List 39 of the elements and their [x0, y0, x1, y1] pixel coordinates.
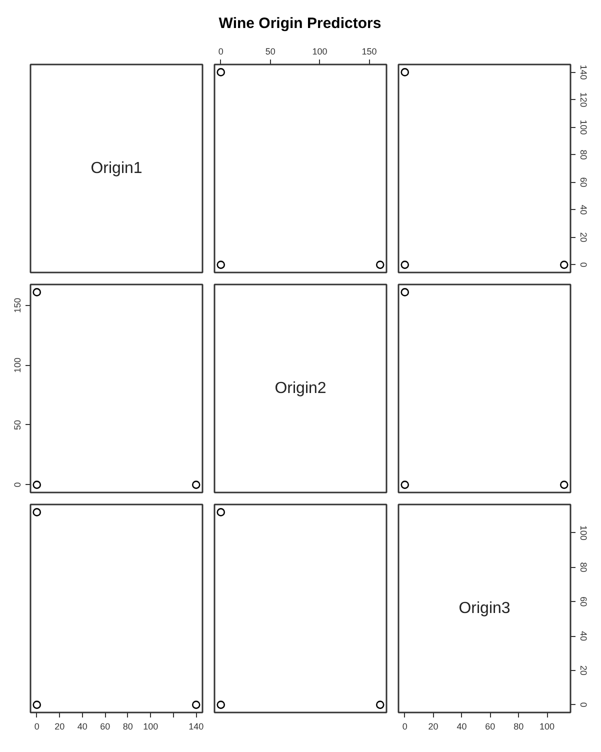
x-tick-label: 20 — [54, 722, 65, 732]
x-tick-label: 80 — [122, 722, 133, 732]
x-tick-label: 60 — [100, 722, 110, 732]
x-tick-label: 100 — [540, 722, 555, 732]
x-tick-label: 50 — [265, 46, 276, 56]
x-tick-label: 80 — [514, 722, 524, 732]
x-tick-label: 40 — [456, 722, 467, 732]
y-tick-label: 0 — [12, 482, 22, 488]
x-tick-label: 0 — [402, 722, 408, 732]
y-tick-label: 60 — [578, 596, 588, 607]
x-tick-label: 40 — [77, 722, 88, 732]
y-tick-label: 150 — [12, 298, 22, 313]
x-tick-label: 0 — [218, 46, 224, 56]
x-tick-label: 140 — [188, 722, 204, 732]
y-tick-label: 60 — [578, 177, 588, 188]
y-tick-label: 80 — [578, 150, 588, 160]
text: Origin1 — [90, 160, 142, 177]
x-tick-label: 20 — [428, 722, 438, 732]
x-tick-label: 150 — [362, 46, 377, 56]
y-tick-label: 120 — [578, 92, 588, 108]
y-tick-label: 40 — [578, 204, 588, 215]
y-tick-label: 20 — [578, 232, 588, 242]
x-tick-label: 60 — [485, 722, 496, 732]
y-tick-label: 100 — [578, 525, 588, 540]
y-tick-label: 80 — [578, 562, 588, 572]
y-tick-label: 0 — [578, 262, 588, 268]
y-tick-label: 100 — [578, 120, 588, 135]
x-tick-label: 0 — [34, 722, 40, 732]
text: Wine Origin Predictors — [218, 14, 382, 34]
y-tick-label: 0 — [578, 702, 588, 708]
x-tick-label: 100 — [143, 722, 158, 732]
y-tick-label: 140 — [578, 64, 588, 80]
y-tick-label: 50 — [12, 420, 22, 430]
y-tick-label: 20 — [578, 665, 588, 676]
y-tick-label: 40 — [578, 631, 588, 642]
text: Origin2 — [274, 380, 326, 397]
y-tick-label: 100 — [12, 358, 22, 373]
annotation: Origin3 — [458, 600, 510, 617]
x-tick-label: 100 — [312, 46, 328, 56]
